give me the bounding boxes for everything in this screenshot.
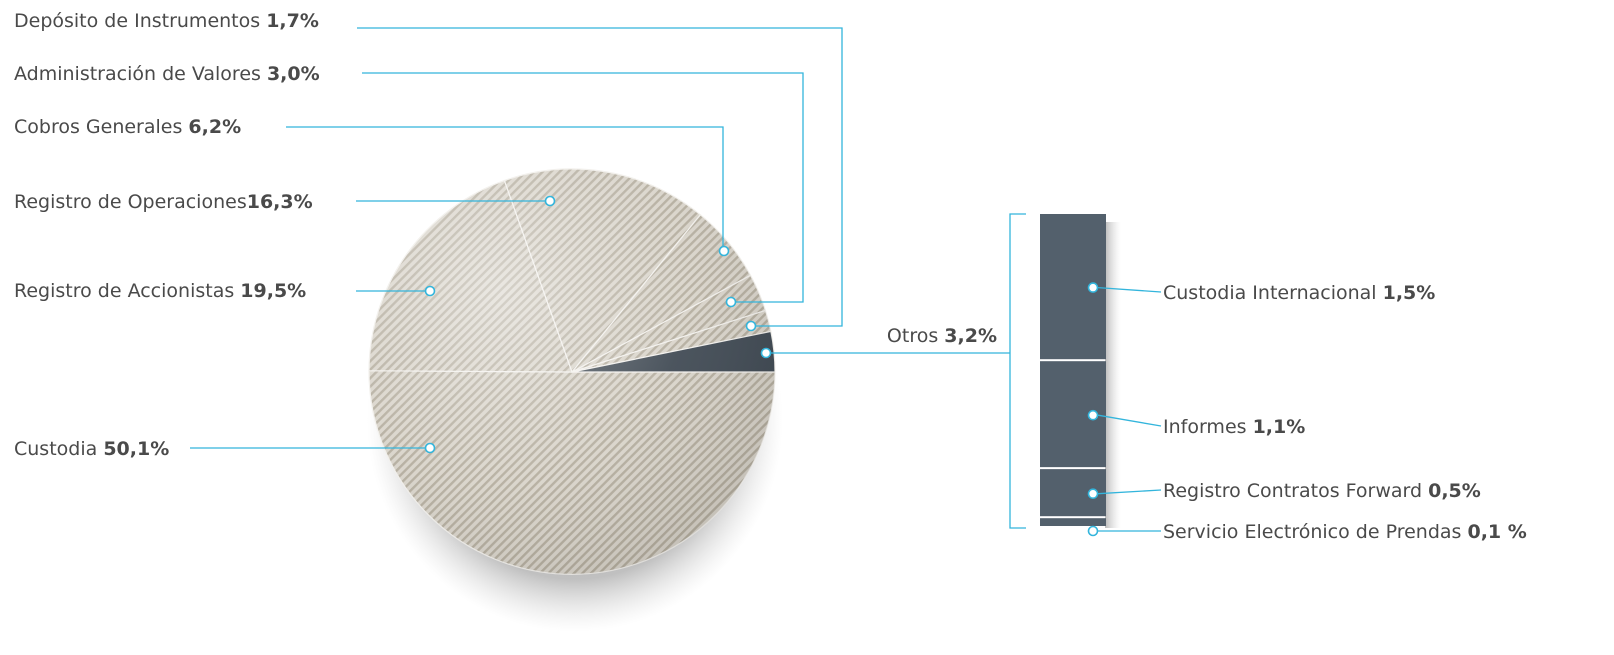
leader-lines	[190, 27, 1162, 537]
otros-informes-marker	[1087, 409, 1099, 421]
administracion-de-valores-label: Administración de Valores 3,0%	[14, 63, 320, 85]
cobros-generales-label-value: 6,2%	[188, 116, 241, 138]
otros-servicio-electronico-de-prendas-label-name: Servicio Electrónico de Prendas	[1163, 521, 1467, 543]
deposito-de-instrumentos-marker	[745, 320, 757, 332]
otros-registro-contratos-forward-label: Registro Contratos Forward 0,5%	[1163, 480, 1481, 502]
otros-custodia-internacional-label: Custodia Internacional 1,5%	[1163, 282, 1435, 304]
bar-shadow	[1105, 222, 1121, 528]
deposito-de-instrumentos-label-value: 1,7%	[266, 10, 319, 32]
custodia-label: Custodia 50,1%	[14, 438, 169, 460]
otros-label-name: Otros	[887, 325, 944, 347]
cobros-generales-label-name: Cobros Generales	[14, 116, 188, 138]
otros-registro-contratos-forward-label-name: Registro Contratos Forward	[1163, 480, 1428, 502]
registro-de-accionistas-marker	[424, 285, 436, 297]
labels: Custodia 50,1% Registro de Accionistas 19…	[14, 10, 1527, 543]
otros-custodia-internacional-label-name: Custodia Internacional	[1163, 282, 1383, 304]
cobros-generales-marker	[718, 245, 730, 257]
otros-informes-label-value: 1,1%	[1253, 416, 1306, 438]
otros-servicio-electronico-de-prendas-marker	[1087, 525, 1099, 537]
deposito-de-instrumentos-label: Depósito de Instrumentos 1,7%	[14, 10, 319, 32]
registro-de-accionistas-label: Registro de Accionistas 19,5%	[14, 280, 306, 302]
registro-de-operaciones-marker	[544, 195, 556, 207]
bar-segment-servicio-electronico-de-prendas	[1040, 518, 1106, 526]
otros-breakdown-bar	[1040, 214, 1106, 526]
registro-de-accionistas-label-name: Registro de Accionistas	[14, 280, 240, 302]
otros-custodia-internacional-marker	[1087, 282, 1099, 293]
custodia-marker	[424, 442, 436, 454]
otros-custodia-internacional-label-value: 1,5%	[1383, 282, 1436, 304]
custodia-label-name: Custodia	[14, 438, 103, 460]
otros-servicio-electronico-de-prendas-label: Servicio Electrónico de Prendas 0,1 %	[1163, 521, 1527, 543]
registro-de-accionistas-label-value: 19,5%	[240, 280, 306, 302]
pie-chart	[368, 168, 776, 575]
otros-informes-label-name: Informes	[1163, 416, 1253, 438]
otros-label: Otros 3,2%	[887, 325, 997, 347]
registro-de-operaciones-label-name: Registro de Operaciones	[14, 191, 247, 213]
otros-registro-contratos-forward-marker	[1087, 488, 1099, 500]
otros-registro-contratos-forward-label-value: 0,5%	[1428, 480, 1481, 502]
otros-informes-label: Informes 1,1%	[1163, 416, 1305, 438]
administracion-de-valores-label-name: Administración de Valores	[14, 63, 267, 85]
otros-bracket	[1009, 213, 1026, 529]
cobros-generales-label: Cobros Generales 6,2%	[14, 116, 241, 138]
otros-label-value: 3,2%	[944, 325, 997, 347]
deposito-de-instrumentos-label-name: Depósito de Instrumentos	[14, 10, 266, 32]
otros-marker	[760, 347, 772, 359]
custodia-label-value: 50,1%	[103, 438, 169, 460]
registro-de-operaciones-label: Registro de Operaciones16,3%	[14, 191, 313, 213]
registro-de-operaciones-label-value: 16,3%	[247, 191, 313, 213]
otros-servicio-electronico-de-prendas-label-value: 0,1 %	[1467, 521, 1526, 543]
administracion-de-valores-label-value: 3,0%	[267, 63, 320, 85]
administracion-de-valores-marker	[725, 296, 737, 308]
